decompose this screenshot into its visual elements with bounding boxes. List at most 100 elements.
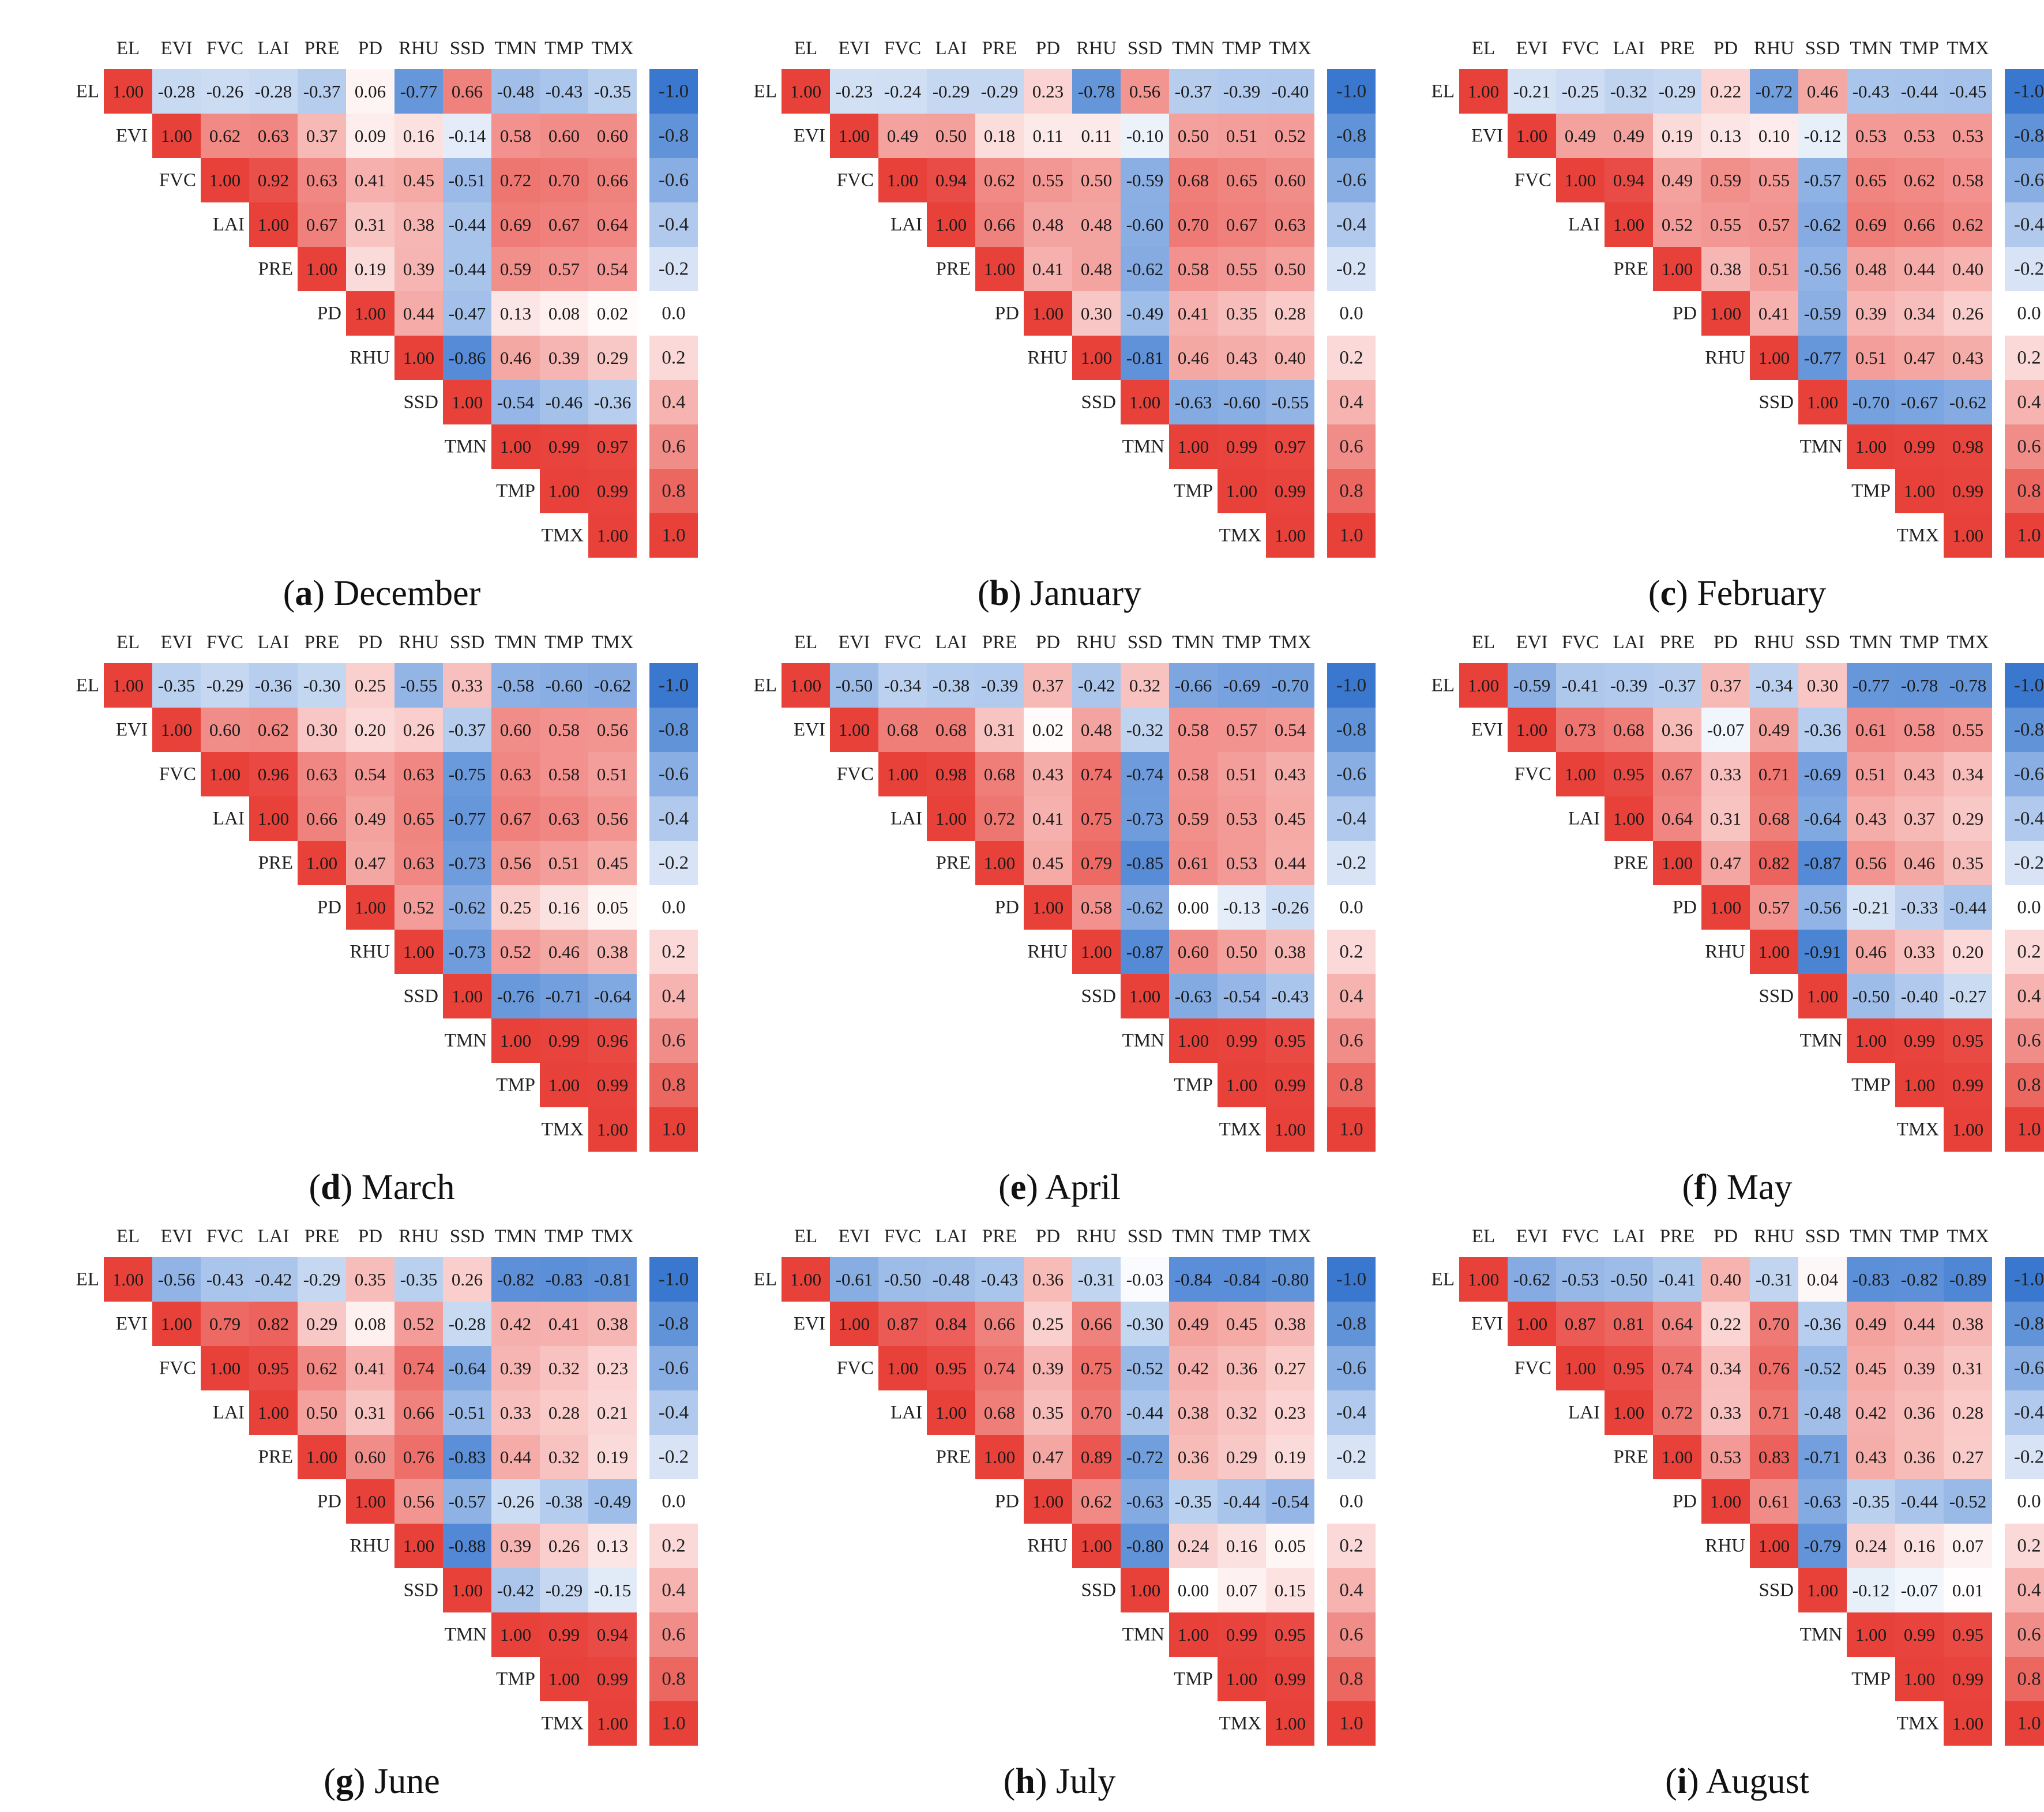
heatmap-cell <box>1072 930 1121 974</box>
heatmap-cell <box>152 69 201 114</box>
heatmap-cell <box>1944 69 1992 114</box>
heatmap-cell <box>1798 796 1847 841</box>
heatmap-cell <box>781 69 830 114</box>
cell-value: -0.48 <box>497 81 535 101</box>
caption-paren-close: ) <box>341 1168 362 1207</box>
heatmap-cell <box>1121 796 1169 841</box>
heatmap-cell <box>1121 663 1169 708</box>
heatmap-cell <box>540 752 588 796</box>
colorbar-tick: 0.6 <box>2017 1031 2041 1051</box>
cell-value: 0.29 <box>597 348 628 368</box>
cell-value: 0.53 <box>1226 853 1257 873</box>
row-label-ssd: SSD <box>403 1580 438 1601</box>
column-label-pre: PRE <box>305 38 340 59</box>
colorbar-swatch <box>2005 291 2044 336</box>
heatmap-cell <box>346 1257 394 1302</box>
cell-value: 0.27 <box>1952 1447 1983 1467</box>
row-label-pre: PRE <box>258 1447 293 1468</box>
colorbar-tick: -0.8 <box>2014 720 2044 740</box>
heatmap-cell <box>1653 841 1701 885</box>
heatmap-cell <box>588 1257 637 1302</box>
heatmap-cell <box>1798 663 1847 708</box>
heatmap-cell <box>1798 1390 1847 1435</box>
cell-value: 1.00 <box>1516 1314 1547 1334</box>
heatmap-cell <box>152 1257 201 1302</box>
heatmap-cell <box>588 1701 637 1746</box>
column-label-lai: LAI <box>935 38 967 59</box>
column-label-tmn: TMN <box>494 1226 537 1247</box>
cell-value: 0.66 <box>1904 215 1935 235</box>
heatmap-cell <box>1218 1390 1266 1435</box>
heatmap-cell <box>394 158 443 202</box>
heatmap-cell <box>588 1302 637 1346</box>
cell-value: -0.60 <box>546 675 583 696</box>
heatmap-cell <box>1653 1390 1701 1435</box>
cell-value: 0.25 <box>355 675 386 696</box>
heatmap-cell <box>1266 69 1314 114</box>
cell-value: 0.70 <box>1178 215 1209 235</box>
heatmap-cell <box>1266 974 1314 1018</box>
cell-value: 0.43 <box>1855 809 1887 829</box>
colorbar-tick: 0.6 <box>1339 437 1363 457</box>
cell-value: -0.12 <box>1804 126 1842 146</box>
cell-value: 0.81 <box>1613 1314 1644 1334</box>
cell-value: 0.38 <box>597 942 628 962</box>
cell-value: 0.18 <box>984 126 1015 146</box>
colorbar-tick: -0.4 <box>659 809 689 829</box>
heatmap-cell <box>830 1302 878 1346</box>
caption-panel-letter: i <box>1677 1762 1687 1801</box>
heatmap-cell <box>1024 708 1072 752</box>
cell-value: -0.79 <box>1804 1536 1842 1556</box>
column-label-fvc: FVC <box>1562 1226 1599 1247</box>
cell-value: -0.31 <box>1078 1269 1115 1290</box>
cell-value: 0.47 <box>1904 348 1935 368</box>
column-label-tmx: TMX <box>1947 38 1989 59</box>
cell-value: -0.73 <box>449 853 486 873</box>
cell-value: 0.61 <box>1855 720 1887 740</box>
cell-value: -0.43 <box>981 1269 1019 1290</box>
cell-value: -0.87 <box>1126 942 1164 962</box>
heatmap-cell <box>975 1390 1024 1435</box>
cell-value: 0.57 <box>1759 215 1790 235</box>
cell-value: 0.31 <box>355 1403 386 1423</box>
heatmap-cell <box>540 336 588 380</box>
colorbar-swatch <box>1327 69 1376 114</box>
cell-value: 0.57 <box>1759 897 1790 918</box>
row-label-ssd: SSD <box>1759 986 1794 1007</box>
cell-value: 0.50 <box>1275 259 1306 279</box>
caption-month: June <box>374 1762 440 1801</box>
heatmap-cell <box>491 885 540 930</box>
colorbar-tick: 1.0 <box>662 1713 685 1734</box>
heatmap-cell <box>1798 1302 1847 1346</box>
colorbar-tick: 0.4 <box>1339 392 1363 413</box>
cell-value: 1.00 <box>1807 392 1838 412</box>
heatmap-cell <box>1218 663 1266 708</box>
row-label-rhu: RHU <box>1705 942 1745 963</box>
cell-value: 0.97 <box>597 437 628 457</box>
column-label-ssd: SSD <box>1805 38 1840 59</box>
column-label-el: EL <box>1472 38 1495 59</box>
heatmap-cell <box>249 69 298 114</box>
colorbar-tick: 1.0 <box>662 525 685 546</box>
heatmap-cell <box>1944 202 1992 247</box>
cell-value: 0.40 <box>1275 348 1306 368</box>
cell-value: -0.54 <box>497 392 535 412</box>
cell-value: 1.00 <box>1613 809 1644 829</box>
cell-value: -0.23 <box>836 81 873 101</box>
caption-paren-close: ) <box>1706 1168 1727 1207</box>
heatmap-cell <box>1605 1390 1653 1435</box>
cell-value: 1.00 <box>403 942 434 962</box>
cell-value: -0.62 <box>1949 392 1987 412</box>
cell-value: 0.38 <box>1275 1314 1306 1334</box>
cell-value: 0.24 <box>1178 1536 1209 1556</box>
heatmap-cell <box>540 69 588 114</box>
colorbar-swatch <box>1327 1107 1376 1152</box>
heatmap-cell <box>1653 663 1701 708</box>
colorbar-tick: 0.0 <box>1339 303 1363 324</box>
heatmap-cell <box>1750 885 1798 930</box>
cell-value: 0.36 <box>1904 1403 1935 1423</box>
cell-value: 0.99 <box>597 481 628 501</box>
heatmap-cell <box>1121 752 1169 796</box>
heatmap-cell <box>1944 513 1992 558</box>
